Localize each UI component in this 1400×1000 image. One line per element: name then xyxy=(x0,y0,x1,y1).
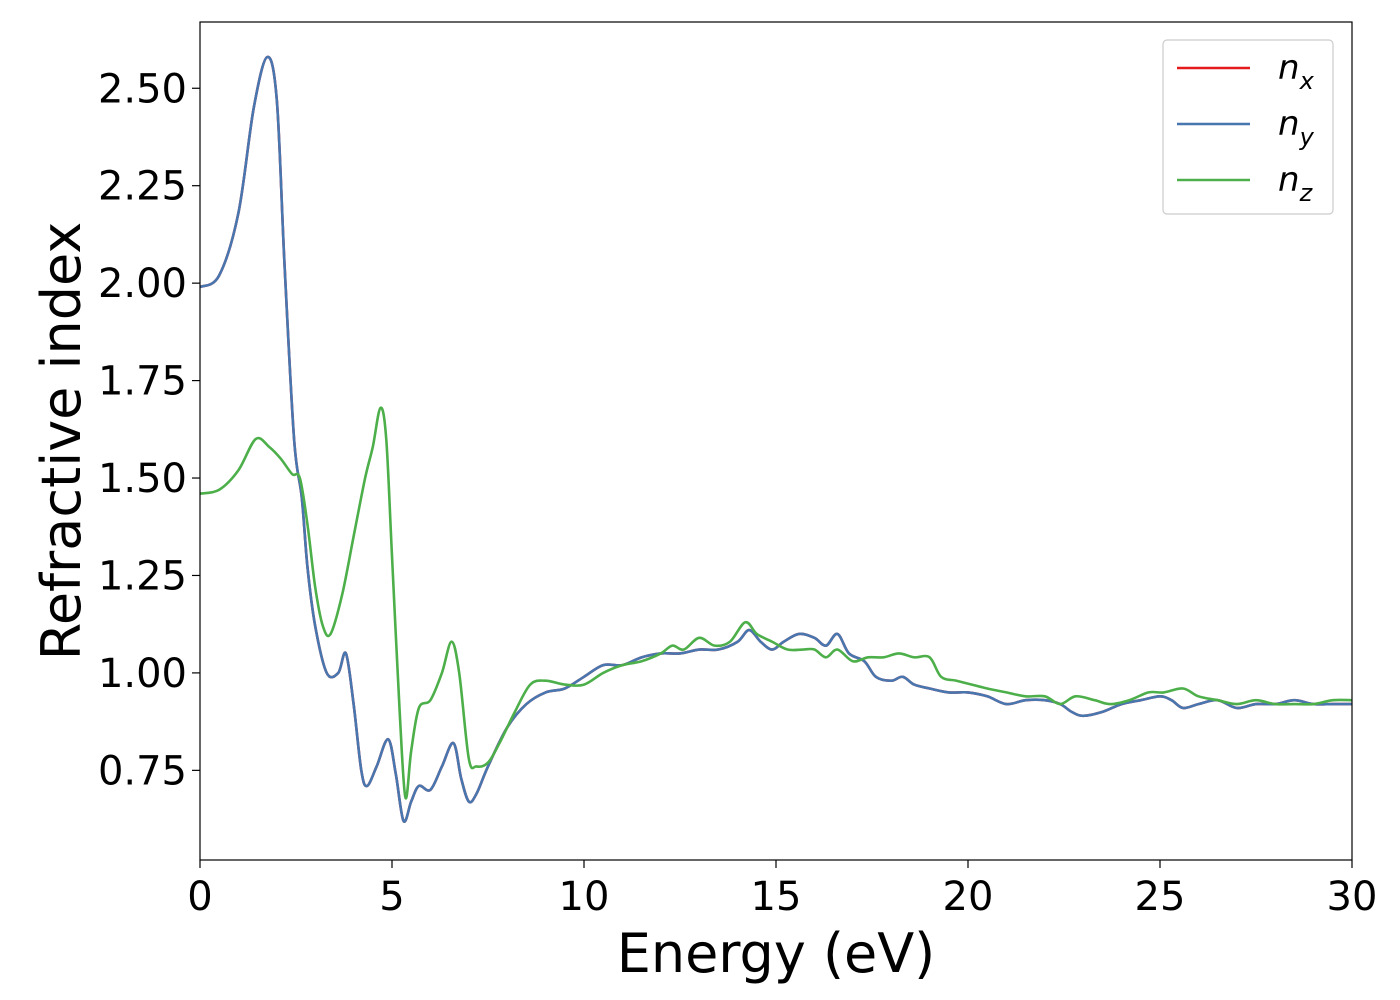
y-tick-label: 1.75 xyxy=(98,359,187,405)
y-axis-title: Refractive index xyxy=(30,222,93,661)
x-tick-label: 5 xyxy=(379,874,404,920)
x-axis-title: Energy (eV) xyxy=(617,922,936,985)
y-tick-label: 0.75 xyxy=(98,748,187,794)
x-tick-label: 30 xyxy=(1327,874,1378,920)
legend-label-ny: ny xyxy=(1278,104,1315,151)
y-axis: 0.75 1.00 1.25 1.50 1.75 2.00 2.25 2.50 xyxy=(98,66,200,794)
legend-box xyxy=(1162,39,1334,215)
y-tick-label: 1.50 xyxy=(98,456,187,502)
legend-label-subscript: x xyxy=(1299,67,1315,95)
x-tick-label: 25 xyxy=(1135,874,1186,920)
y-tick-label: 1.00 xyxy=(98,651,187,697)
legend-label-main: n xyxy=(1278,104,1300,144)
x-tick-label: 0 xyxy=(187,874,212,920)
legend-label-subscript: y xyxy=(1299,123,1315,151)
plot-area xyxy=(200,55,1352,824)
plot-frame xyxy=(199,21,1353,861)
legend-label-nx: nx xyxy=(1278,48,1315,95)
legend-label-nz: nz xyxy=(1278,160,1314,207)
legend-label-main: n xyxy=(1278,48,1300,88)
x-tick-label: 15 xyxy=(751,874,802,920)
y-tick-label: 2.50 xyxy=(98,66,187,112)
x-tick-label: 20 xyxy=(943,874,994,920)
y-tick-label: 2.25 xyxy=(98,164,187,210)
x-tick-label: 10 xyxy=(559,874,610,920)
series-line-ny xyxy=(200,55,1352,824)
legend-label-subscript: z xyxy=(1299,179,1314,207)
series-line-nz xyxy=(200,406,1352,800)
legend-label-main: n xyxy=(1278,160,1300,200)
x-axis: 0 5 10 15 20 25 30 xyxy=(187,860,1377,920)
y-tick-label: 1.25 xyxy=(98,553,187,599)
y-tick-label: 2.00 xyxy=(98,261,187,307)
